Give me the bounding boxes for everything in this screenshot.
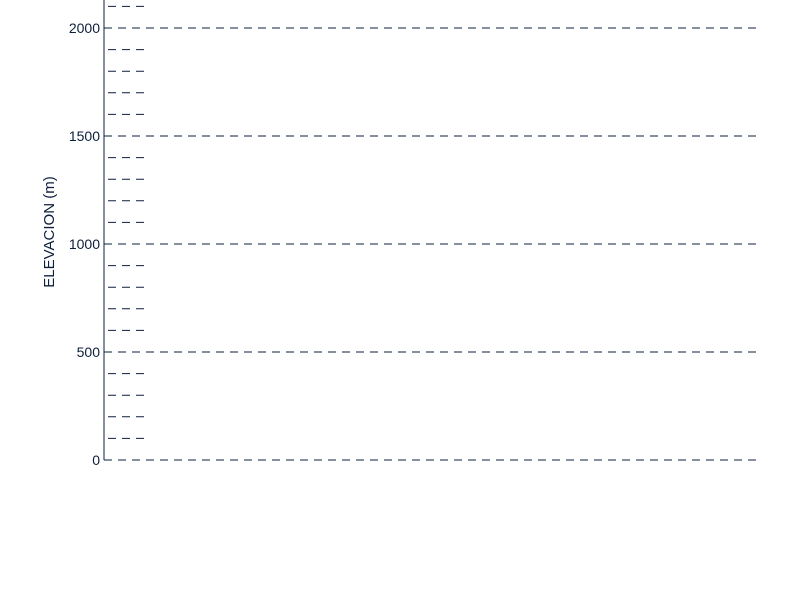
minor-gridlines [108, 5, 144, 439]
y-tick-labels: 0 500 1000 1500 2000 [69, 20, 100, 468]
y-tick-label: 500 [77, 344, 101, 360]
y-tick-label: 0 [92, 452, 100, 468]
y-axis-title: ELEVACION (m) [41, 176, 58, 287]
y-tick-label: 1000 [69, 236, 100, 252]
y-tick-label: 2000 [69, 20, 100, 36]
major-gridlines [104, 27, 761, 461]
y-tick-label: 1500 [69, 128, 100, 144]
